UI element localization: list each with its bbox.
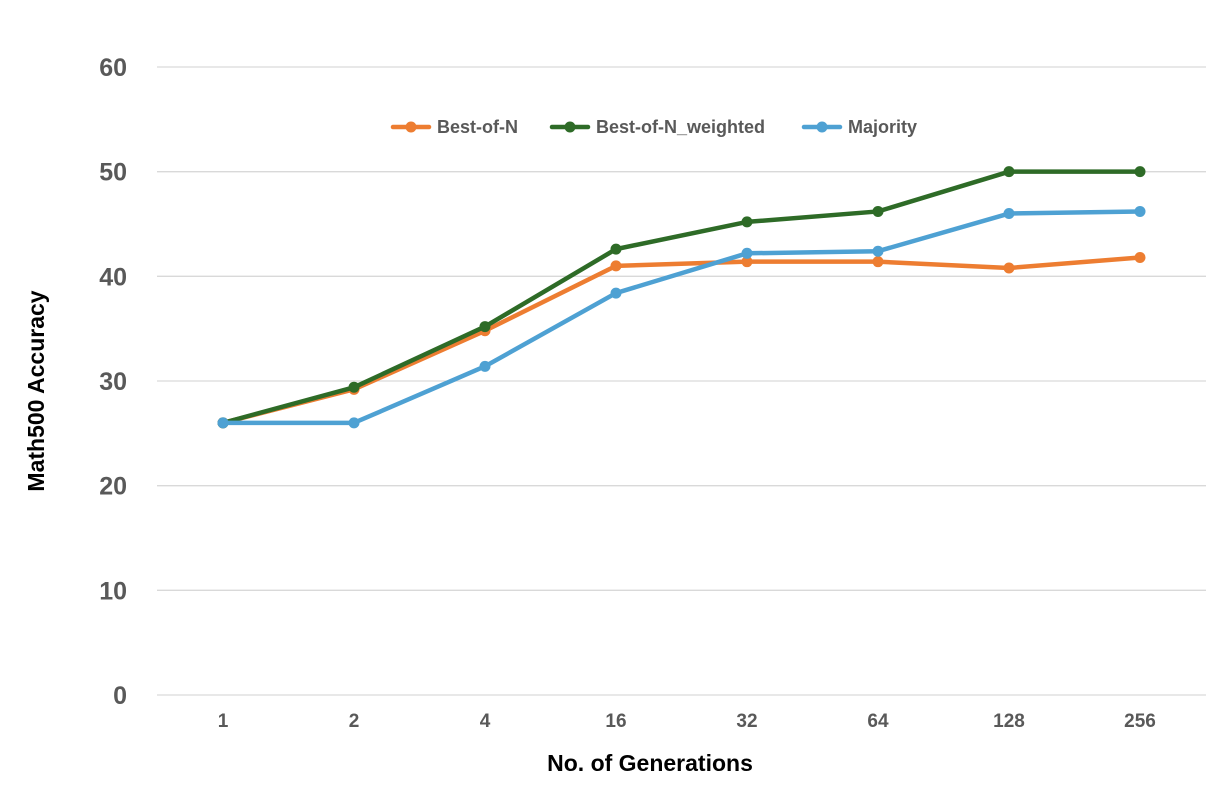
- data-point-Best-of-N_weighted-2: [348, 381, 360, 393]
- legend-item-Best-of-N_weighted: Best-of-N_weighted: [549, 117, 765, 137]
- data-point-Majority-1: [217, 417, 229, 429]
- y-tick-label-40: 40: [99, 263, 127, 291]
- data-point-Best-of-N_weighted-64: [872, 205, 884, 217]
- x-axis-title: No. of Generations: [547, 750, 753, 776]
- series-line-Majority: [220, 209, 1143, 426]
- legend-item-Majority: Majority: [801, 117, 917, 137]
- series-Best-of-N_weighted: [217, 166, 1146, 429]
- series-Best-of-N: [217, 251, 1146, 429]
- legend-swatch-marker: [405, 121, 417, 133]
- series-line-Best-of-N_weighted: [220, 169, 1143, 426]
- data-point-Best-of-N-256: [1134, 251, 1146, 263]
- legend-item-Best-of-N: Best-of-N: [390, 117, 518, 137]
- data-point-Majority-64: [872, 245, 884, 257]
- gridlines: [157, 66, 1206, 696]
- data-point-Best-of-N_weighted-4: [479, 321, 491, 333]
- y-tick-label-30: 30: [99, 368, 127, 396]
- y-axis-title: Math500 Accuracy: [23, 290, 49, 491]
- legend: Best-of-N Best-of-N_weighted Majority: [390, 117, 917, 137]
- data-point-Majority-128: [1003, 208, 1015, 220]
- data-point-Best-of-N-32: [741, 256, 753, 268]
- legend-swatch-marker: [816, 121, 828, 133]
- y-tick-label-60: 60: [99, 54, 127, 82]
- series-line-Best-of-N: [220, 255, 1143, 426]
- data-point-Best-of-N_weighted-256: [1134, 166, 1146, 178]
- series-Majority: [217, 205, 1146, 429]
- legend-swatch-marker: [564, 121, 576, 133]
- x-tick-label-1: 1: [218, 711, 229, 732]
- x-tick-label-256: 256: [1124, 711, 1156, 732]
- data-point-Best-of-N-64: [872, 256, 884, 268]
- data-point-Best-of-N_weighted-128: [1003, 166, 1015, 178]
- series-lines: [217, 166, 1146, 429]
- data-point-Best-of-N_weighted-32: [741, 216, 753, 228]
- x-tick-labels: 1 2 4 16 32 64 128 256: [218, 711, 1156, 732]
- data-point-Majority-16: [610, 287, 622, 299]
- data-point-Best-of-N_weighted-16: [610, 243, 622, 255]
- x-tick-label-32: 32: [736, 711, 757, 732]
- data-point-Majority-2: [348, 417, 360, 429]
- y-tick-label-10: 10: [99, 577, 127, 605]
- x-tick-label-16: 16: [605, 711, 626, 732]
- legend-label: Best-of-N: [437, 117, 518, 137]
- x-tick-label-64: 64: [867, 711, 889, 732]
- data-point-Majority-4: [479, 360, 491, 372]
- data-point-Majority-256: [1134, 205, 1146, 217]
- legend-label: Best-of-N_weighted: [596, 117, 765, 137]
- x-tick-label-4: 4: [480, 711, 491, 732]
- x-tick-label-128: 128: [993, 711, 1025, 732]
- y-tick-labels: 0 10 20 30 40 50 60: [99, 54, 127, 710]
- y-tick-label-20: 20: [99, 473, 127, 501]
- data-point-Best-of-N-16: [610, 260, 622, 272]
- y-tick-label-50: 50: [99, 159, 127, 187]
- data-point-Majority-32: [741, 247, 753, 259]
- y-tick-label-0: 0: [113, 682, 127, 710]
- data-point-Best-of-N-128: [1003, 262, 1015, 274]
- x-tick-label-2: 2: [349, 711, 360, 732]
- legend-label: Majority: [848, 117, 917, 137]
